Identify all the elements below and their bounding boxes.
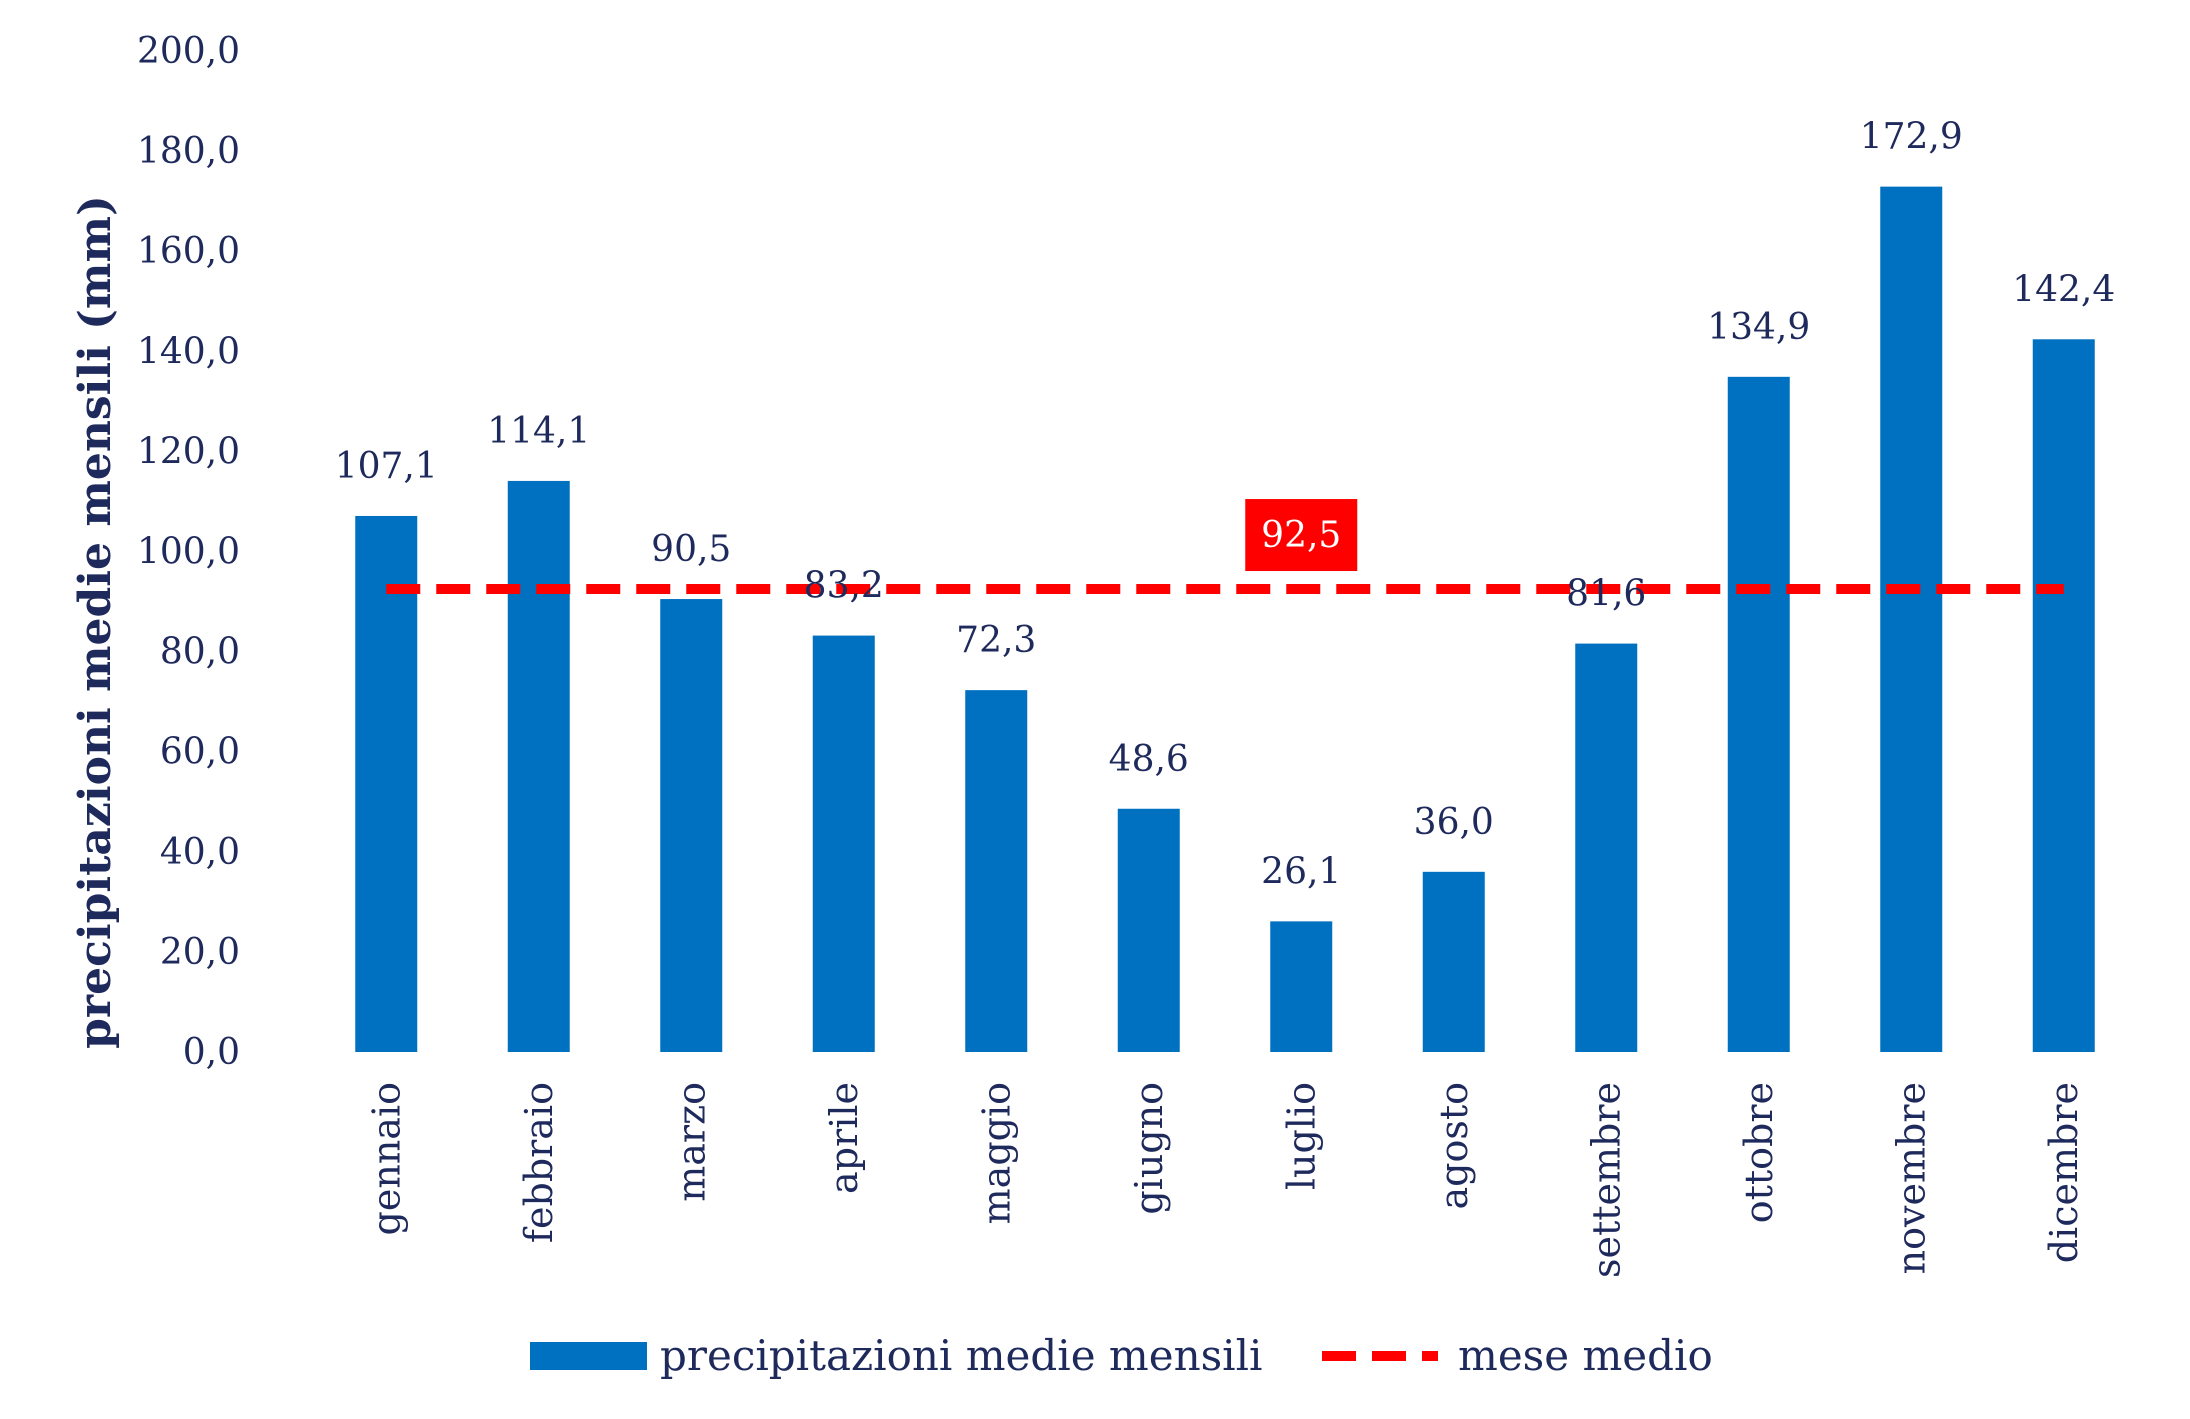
y-tick-label: 180,0 xyxy=(137,131,240,172)
y-tick-label: 60,0 xyxy=(160,732,240,773)
bar-dicembre xyxy=(2032,339,2095,1053)
y-tick-label: 40,0 xyxy=(160,832,240,873)
average-label-box xyxy=(1245,499,1358,572)
bar-novembre xyxy=(1880,186,1943,1052)
bar-agosto xyxy=(1422,871,1485,1052)
category-label-febbraio: febbraio xyxy=(517,1082,561,1243)
y-tick-label: 100,0 xyxy=(137,532,240,573)
category-label-aprile: aprile xyxy=(822,1082,866,1194)
category-label-luglio: luglio xyxy=(1279,1082,1323,1190)
legend-bar-label: precipitazioni medie mensili xyxy=(660,1331,1262,1380)
y-tick-label: 200,0 xyxy=(137,31,240,72)
data-labels: 107,1 114,1 90,5 83,2 72,3 48,6 26,1 36,0 81,6 13… xyxy=(335,117,2116,893)
data-label-ottobre: 134,9 xyxy=(1707,307,1810,348)
legend: precipitazioni medie mensili mese medio xyxy=(530,1331,1713,1380)
category-labels: gennaio febbraio marzo aprile maggio giugno lu… xyxy=(364,1082,2086,1278)
y-tick-label: 80,0 xyxy=(160,632,240,673)
data-label-marzo: 90,5 xyxy=(651,529,731,570)
bar-luglio xyxy=(1270,921,1333,1052)
category-label-dicembre: dicembre xyxy=(2042,1082,2086,1263)
y-tick-label: 140,0 xyxy=(137,331,240,372)
data-label-dicembre: 142,4 xyxy=(2012,269,2115,310)
average-label: 92,5 xyxy=(1261,515,1341,556)
y-tick-label: 20,0 xyxy=(160,932,240,973)
category-label-marzo: marzo xyxy=(669,1082,713,1202)
y-axis-ticks: 0,0 20,0 40,0 60,0 80,0 100,0 120,0 140,0 160,0 1… xyxy=(137,31,240,1073)
average-line-group: 92,5 xyxy=(386,499,2064,595)
data-label-aprile: 83,2 xyxy=(804,566,884,607)
bars xyxy=(355,186,2095,1053)
bar-maggio xyxy=(965,690,1028,1052)
category-label-gennaio: gennaio xyxy=(364,1082,408,1235)
category-label-maggio: maggio xyxy=(974,1082,1018,1224)
category-label-settembre: settembre xyxy=(1584,1082,1628,1278)
data-label-giugno: 48,6 xyxy=(1109,739,1189,780)
data-label-febbraio: 114,1 xyxy=(487,411,590,452)
data-label-novembre: 172,9 xyxy=(1860,117,1963,158)
category-label-ottobre: ottobre xyxy=(1737,1082,1781,1223)
y-tick-label: 0,0 xyxy=(183,1032,240,1073)
data-label-maggio: 72,3 xyxy=(956,620,1036,661)
y-axis-title-group: precipitazioni medie mensili (mm) xyxy=(70,195,121,1049)
category-label-novembre: novembre xyxy=(1889,1082,1933,1274)
bar-aprile xyxy=(812,635,875,1052)
bar-settembre xyxy=(1575,643,1638,1052)
bar-gennaio xyxy=(355,515,418,1052)
bar-giugno xyxy=(1117,808,1180,1052)
y-axis-title: precipitazioni medie mensili (mm) xyxy=(70,195,121,1049)
data-label-gennaio: 107,1 xyxy=(335,446,438,487)
bar-marzo xyxy=(660,599,723,1052)
data-label-luglio: 26,1 xyxy=(1261,851,1341,892)
category-label-giugno: giugno xyxy=(1127,1082,1171,1215)
bar-febbraio xyxy=(507,480,570,1052)
data-label-settembre: 81,6 xyxy=(1566,574,1646,615)
y-tick-label: 160,0 xyxy=(137,231,240,272)
data-label-agosto: 36,0 xyxy=(1414,802,1494,843)
legend-bar-swatch xyxy=(530,1342,647,1370)
bar-ottobre xyxy=(1727,376,1790,1052)
y-tick-label: 120,0 xyxy=(137,431,240,472)
legend-line-label: mese medio xyxy=(1458,1331,1713,1380)
category-label-agosto: agosto xyxy=(1432,1082,1476,1210)
